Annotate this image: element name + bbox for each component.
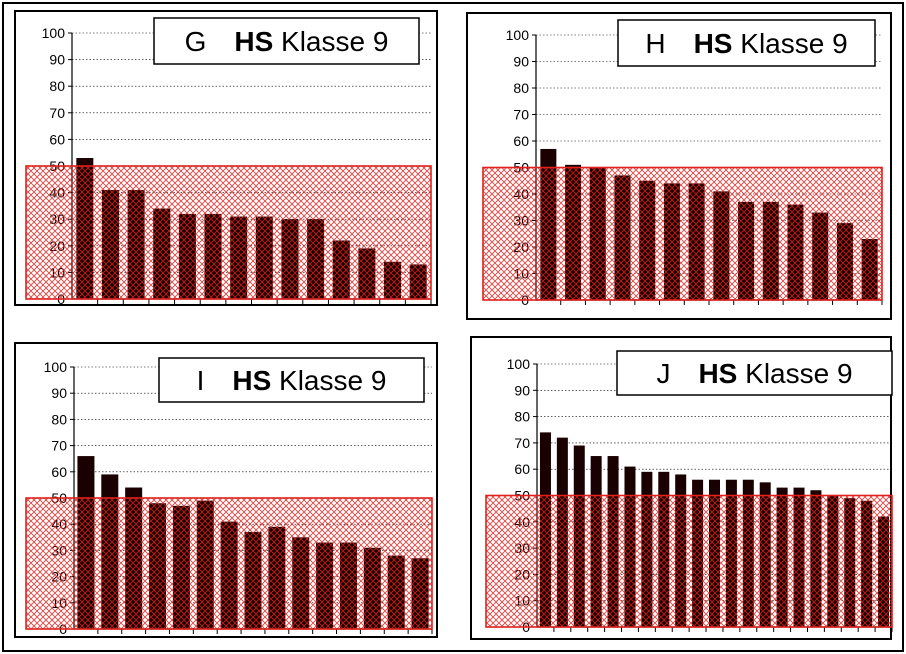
title-bold: HS [232, 365, 271, 396]
title-box [617, 19, 876, 67]
title-rest: Klasse 9 [273, 26, 388, 57]
title-letter: I [197, 365, 233, 396]
title-text: H HS Klasse 9 [645, 28, 847, 59]
highlight-band [485, 494, 893, 628]
title-bold: HS [694, 28, 733, 59]
chart-title: H HS Klasse 9 [617, 19, 876, 67]
chart-panel-g: 0102030405060708090100G HS Klasse 9 [14, 10, 438, 307]
title-text: J HS Klasse 9 [656, 358, 852, 389]
chart-svg: 0102030405060708090100J HS Klasse 9 [485, 350, 893, 635]
chart-svg: 0102030405060708090100G HS Klasse 9 [25, 17, 432, 307]
highlight-band [25, 165, 432, 300]
y-tick-label: 90 [514, 382, 530, 398]
y-tick-label: 60 [514, 461, 530, 477]
y-tick-label: 90 [51, 385, 67, 401]
y-tick-label: 80 [49, 78, 65, 94]
title-bold: HS [698, 358, 737, 389]
chart-svg: 0102030405060708090100I HS Klasse 9 [25, 357, 433, 637]
highlight-band [25, 497, 433, 630]
title-rest: Klasse 9 [271, 365, 386, 396]
title-letter: J [656, 358, 698, 389]
y-tick-label: 90 [513, 54, 529, 70]
y-tick-label: 60 [513, 133, 529, 149]
title-rest: Klasse 9 [737, 358, 852, 389]
y-tick-label: 60 [49, 131, 65, 147]
y-tick-label: 90 [49, 52, 65, 68]
title-text: I HS Klasse 9 [197, 365, 387, 396]
title-box [158, 357, 425, 403]
title-letter: G [185, 26, 235, 57]
title-letter: H [645, 28, 693, 59]
title-text: G HS Klasse 9 [185, 26, 389, 57]
chart-panel-i: 0102030405060708090100I HS Klasse 9 [14, 342, 438, 638]
y-tick-label: 100 [507, 356, 531, 372]
y-tick-label: 80 [513, 80, 529, 96]
y-tick-label: 60 [51, 464, 67, 480]
y-tick-label: 80 [51, 411, 67, 427]
chart-svg: 0102030405060708090100H HS Klasse 9 [482, 19, 883, 308]
chart-panel-j: 0102030405060708090100J HS Klasse 9 [470, 336, 893, 640]
y-tick-label: 70 [49, 105, 65, 121]
y-tick-label: 100 [42, 25, 66, 41]
title-box [153, 17, 420, 65]
y-tick-label: 100 [506, 27, 530, 43]
highlight-band [482, 166, 883, 301]
y-tick-label: 70 [51, 438, 67, 454]
chart-title: J HS Klasse 9 [616, 350, 893, 396]
y-tick-label: 100 [44, 359, 68, 375]
title-rest: Klasse 9 [732, 28, 847, 59]
chart-title: G HS Klasse 9 [153, 17, 420, 65]
title-bold: HS [234, 26, 273, 57]
chart-panel-h: 0102030405060708090100H HS Klasse 9 [466, 12, 892, 320]
title-box [616, 350, 893, 396]
y-tick-label: 70 [514, 435, 530, 451]
y-tick-label: 70 [513, 107, 529, 123]
y-tick-label: 80 [514, 409, 530, 425]
chart-title: I HS Klasse 9 [158, 357, 425, 403]
